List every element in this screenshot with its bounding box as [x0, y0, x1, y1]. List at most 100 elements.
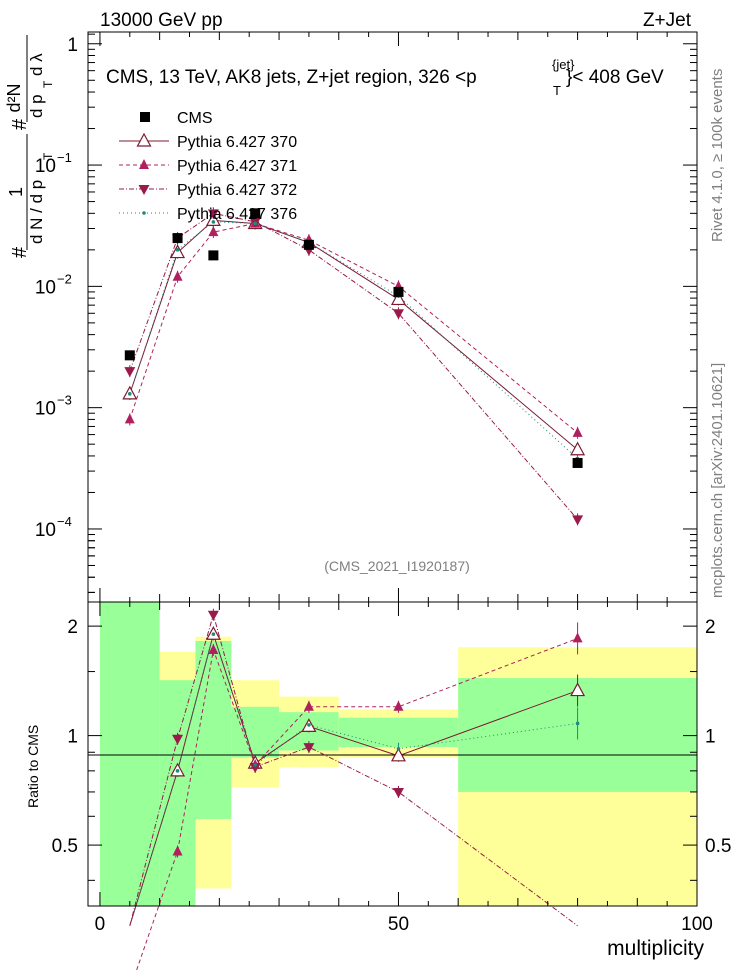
ylabel-rhs-den-end: d λ: [27, 53, 46, 76]
ratio-y-tick-label-right: 1: [705, 727, 716, 748]
chart-title-sub: T: [553, 83, 561, 98]
legend-marker-1: [139, 159, 149, 169]
legend-label-1: Pythia 6.427 371: [177, 158, 297, 175]
legend-marker-2: [138, 185, 150, 195]
x-tick-label: 50: [388, 914, 409, 935]
cms-point: [124, 350, 135, 361]
band-green: [231, 706, 280, 758]
chart-title-end: }< 408 GeV: [566, 67, 664, 88]
series-0-point: [205, 212, 221, 226]
y-tick-label: 10: [35, 399, 56, 420]
legend-label-3: Pythia 6.427 376: [177, 206, 297, 223]
cms-point: [303, 239, 314, 250]
ratio-series-3-point: [175, 769, 180, 773]
y-tick-label: 10: [35, 156, 56, 177]
ratio-y-tick-label-right: 0.5: [705, 836, 731, 857]
side-label-bottom: mcplots.cern.ch [arXiv:2401.10621]: [709, 363, 726, 598]
legend-cms-label: CMS: [177, 110, 213, 127]
ylabel-lhs-num: 1: [6, 187, 26, 197]
ratio-series-2-point: [303, 743, 315, 754]
ylabel-hash-1: #: [9, 246, 31, 258]
series-3-point: [175, 248, 180, 252]
band-green: [99, 602, 160, 906]
series-1-point: [208, 226, 219, 237]
y-tick-label: 10: [35, 277, 56, 298]
ratio-series-0-point: [570, 682, 586, 697]
series-line-3: [129, 221, 578, 460]
band-green: [338, 717, 459, 748]
series-2-point: [124, 367, 136, 378]
header-right: Z+Jet: [643, 10, 692, 31]
legend-cms-marker: [140, 112, 150, 122]
cms-point: [393, 286, 404, 297]
error-bars: [129, 207, 579, 526]
y-tick-exponent: −3: [57, 393, 72, 408]
series-line-0: [129, 219, 578, 451]
series-line-1: [129, 222, 578, 434]
series-line-2: [129, 212, 578, 520]
ylabel-rhs-den: d p: [27, 94, 46, 118]
y-tick-label: 1: [67, 35, 78, 56]
series-1-point: [572, 426, 583, 437]
ratio-series-1-point: [393, 700, 404, 711]
ratio-series-1-point: [572, 632, 583, 643]
y-tick-label: 10: [35, 520, 56, 541]
series-markers: [122, 209, 586, 526]
x-tick-label: 100: [681, 914, 713, 935]
series-3-point: [211, 220, 216, 224]
ratio-series-2-point: [392, 787, 404, 798]
y-tick-exponent: −4: [57, 514, 72, 529]
ratio-series-3-point: [396, 746, 401, 751]
header-left: 13000 GeV pp: [100, 10, 223, 31]
ratio-series-3-point: [307, 723, 311, 727]
y-tick-exponent: −2: [57, 271, 72, 286]
ratio-series-1-point: [303, 700, 314, 711]
x-axis-label: multiplicity: [607, 937, 704, 960]
series-3-point: [253, 221, 257, 226]
series-0-point: [570, 441, 586, 456]
series-3-point: [127, 392, 132, 396]
series-2-point: [392, 309, 404, 320]
main-panel: 110−110−210−310−4: [35, 31, 698, 603]
ratio-series-2-point: [249, 762, 261, 773]
ratio-y-axis: 2 2 1 1 0.5 0.5: [52, 617, 731, 881]
series-1-point: [172, 270, 183, 281]
main-x-ticks: [99, 32, 698, 602]
ratio-series-1-point: [208, 643, 219, 654]
series-0-point: [390, 291, 406, 306]
ratio-series-1-point: [172, 845, 183, 856]
band-green: [159, 680, 196, 906]
legend-label-0: Pythia 6.427 370: [177, 134, 297, 151]
series-1-point: [124, 413, 135, 424]
ratio-series-0-point: [390, 747, 406, 762]
ratio-y-tick-label: 1: [67, 727, 78, 748]
band-green: [195, 641, 232, 819]
ratio-y-tick-label: 2: [67, 617, 78, 638]
ylabel-rhs-den-sub: T: [41, 80, 55, 88]
main-y-label: # 1 d N / d p T # d²N d p T d λ: [4, 35, 55, 258]
analysis-label: (CMS_2021_I1920187): [324, 558, 470, 574]
ratio-markers: [170, 610, 586, 856]
legend-label-2: Pythia 6.427 372: [177, 182, 297, 199]
ylabel-lhs-den: d N / d p: [27, 180, 46, 244]
side-label-top: Rivet 4.1.0, ≥ 100k events: [709, 69, 726, 242]
legend-marker-3: [142, 211, 146, 215]
main-y-axis: 110−110−210−310−4: [35, 33, 697, 593]
legend: CMS Pythia 6.427 370 Pythia 6.427 371 Pyth…: [119, 110, 297, 223]
legend-marker-0: [136, 132, 152, 147]
ratio-y-tick-label: 0.5: [52, 836, 78, 857]
ylabel-hash-2: #: [9, 118, 31, 130]
cms-point: [250, 208, 261, 219]
ylabel-lhs-den-sub: T: [41, 152, 55, 160]
cms-point: [172, 233, 183, 244]
ratio-series-3-point: [575, 721, 580, 726]
series-2-point: [207, 209, 219, 220]
ylabel-rhs-num: d²N: [4, 83, 24, 112]
ratio-frame: [87, 601, 698, 907]
ratio-y-label: Ratio to CMS: [25, 725, 41, 808]
ratio-series-3-point: [211, 632, 216, 637]
ratio-y-tick-label-right: 2: [705, 617, 716, 638]
cms-markers: [124, 208, 583, 468]
series-2-point: [572, 515, 584, 526]
